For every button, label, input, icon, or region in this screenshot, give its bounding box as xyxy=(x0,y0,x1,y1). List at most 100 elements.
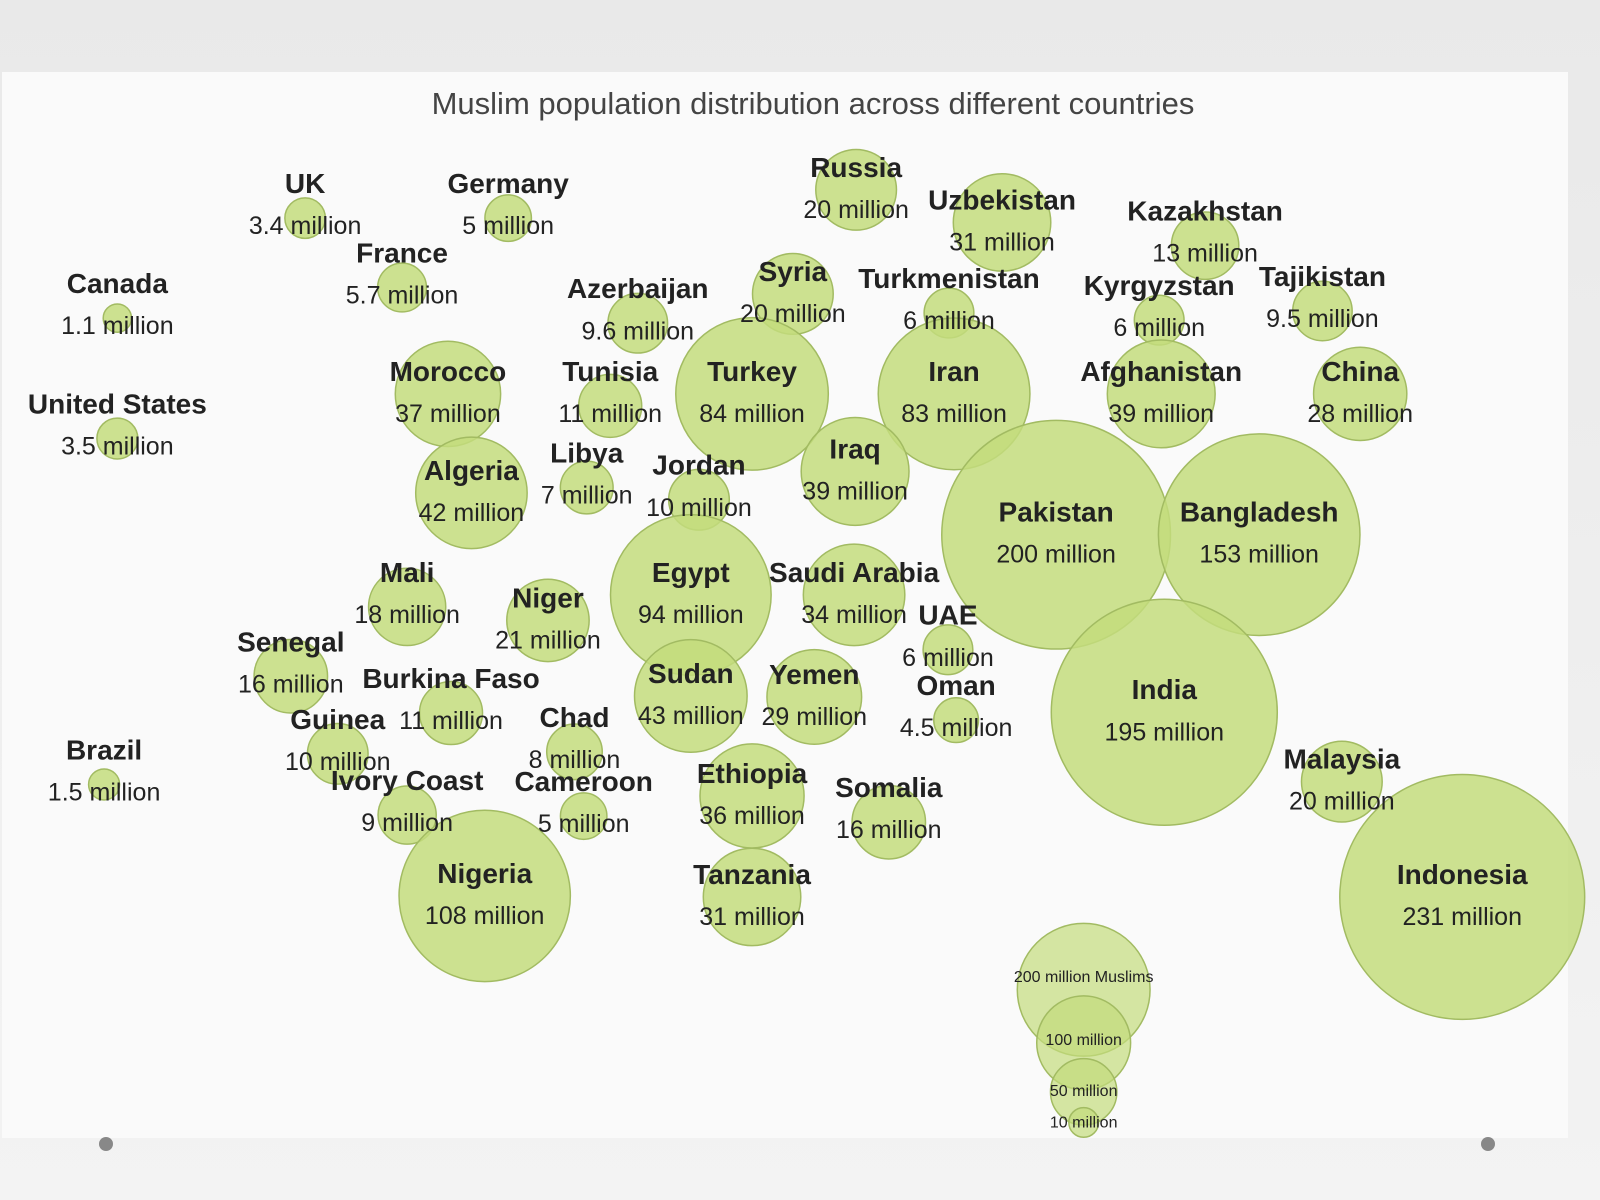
country-name: Sudan xyxy=(648,658,734,689)
bubble xyxy=(545,723,604,781)
value-label: 200 million xyxy=(996,541,1116,569)
value-label: 11 million xyxy=(558,400,662,428)
country-name: Algeria xyxy=(424,455,519,486)
bubble xyxy=(306,722,369,785)
country-name: China xyxy=(1321,356,1399,387)
bubble xyxy=(559,460,614,515)
bubble xyxy=(253,638,329,714)
value-label: 6 million xyxy=(903,307,995,335)
bubble xyxy=(851,784,927,860)
bubble xyxy=(577,373,643,439)
value-label: 43 million xyxy=(638,702,744,730)
value-label: 195 million xyxy=(1105,718,1225,746)
value-label: 5 million xyxy=(462,212,554,240)
country-name: Syria xyxy=(759,256,828,287)
value-label: 31 million xyxy=(699,903,805,931)
country-name: Senegal xyxy=(237,626,344,657)
country-name: Ivory Coast xyxy=(331,765,484,796)
legend-label: 100 million xyxy=(1045,1032,1121,1049)
bubble xyxy=(1106,339,1216,449)
bubble xyxy=(922,624,974,676)
country-name: Saudi Arabia xyxy=(769,557,940,588)
bubble xyxy=(559,792,608,841)
value-label: 39 million xyxy=(802,477,908,505)
country-name: Tanzania xyxy=(693,859,811,890)
country-name: Burkina Faso xyxy=(362,663,539,694)
country-name: India xyxy=(1132,674,1198,705)
legend-bubble xyxy=(1068,1106,1100,1139)
value-label: 4.5 million xyxy=(900,714,1013,742)
bubble xyxy=(367,567,447,647)
country-name: Turkey xyxy=(707,356,797,387)
legend-label: 50 million xyxy=(1050,1083,1118,1100)
value-label: 84 million xyxy=(699,400,805,428)
size-legend: 200 million Muslims 100 million 50 million… xyxy=(1014,922,1153,1139)
value-label: 153 million xyxy=(1199,541,1319,569)
value-label: 29 million xyxy=(761,703,867,731)
value-label: 18 million xyxy=(354,601,460,629)
bubble xyxy=(484,194,533,243)
country-name: Iran xyxy=(928,356,979,387)
country-name: Guinea xyxy=(290,704,385,735)
value-label: 37 million xyxy=(395,400,501,428)
bubble xyxy=(398,809,572,983)
value-label: 7 million xyxy=(541,482,633,510)
bubble xyxy=(1300,740,1383,823)
bubble xyxy=(933,697,980,744)
value-label: 13 million xyxy=(1152,240,1258,268)
value-label: 36 million xyxy=(699,802,805,830)
value-label: 1.5 million xyxy=(48,778,161,806)
labels: UK 3.4 million Germany 5 million Canada 1.1 m… xyxy=(28,152,1528,931)
bubble xyxy=(506,578,590,663)
legend-label: 10 million xyxy=(1050,1115,1118,1132)
country-name: Azerbaijan xyxy=(567,273,709,304)
value-label: 16 million xyxy=(238,670,344,698)
bubble xyxy=(87,768,121,801)
value-label: 20 million xyxy=(1289,788,1395,816)
value-label: 6 million xyxy=(902,644,994,672)
value-label: 20 million xyxy=(740,300,846,328)
slide-dot xyxy=(1481,1137,1495,1151)
bubble xyxy=(702,847,802,947)
bubble xyxy=(633,638,748,753)
value-label: 10 million xyxy=(285,748,391,776)
bubble xyxy=(418,680,484,746)
chart-title: Muslim population distribution across di… xyxy=(432,86,1195,121)
country-name: Yemen xyxy=(769,659,859,690)
bubble xyxy=(1291,280,1353,342)
value-label: 39 million xyxy=(1108,400,1214,428)
country-name: Tunisia xyxy=(562,356,658,387)
bubble xyxy=(1312,346,1408,442)
country-name: Pakistan xyxy=(999,497,1114,528)
bubble xyxy=(284,197,327,240)
country-name: Egypt xyxy=(652,557,730,588)
bubble xyxy=(414,436,528,550)
country-name: Kyrgyzstan xyxy=(1084,270,1235,301)
value-label: 8 million xyxy=(529,746,621,774)
value-label: 21 million xyxy=(495,626,601,654)
value-label: 5 million xyxy=(538,810,630,838)
country-name: Brazil xyxy=(66,734,142,765)
bubble xyxy=(675,316,830,471)
value-label: 6 million xyxy=(1113,314,1205,342)
value-label: 3.5 million xyxy=(61,433,174,461)
country-name: Iraq xyxy=(829,433,880,464)
value-label: 83 million xyxy=(901,400,1007,428)
chart-panel xyxy=(2,72,1568,1138)
value-label: 11 million xyxy=(399,707,503,735)
country-name: Cameroon xyxy=(514,766,652,797)
country-name: United States xyxy=(28,389,207,420)
country-name: Germany xyxy=(447,168,569,199)
bubble xyxy=(1050,598,1279,826)
country-name: Chad xyxy=(539,702,609,733)
bubble xyxy=(800,416,910,527)
country-name: Mali xyxy=(380,557,434,588)
value-label: 108 million xyxy=(425,902,545,930)
country-name: Canada xyxy=(67,268,169,299)
value-label: 3.4 million xyxy=(249,212,362,240)
bubble xyxy=(607,292,669,354)
country-name: Oman xyxy=(916,670,995,701)
value-label: 28 million xyxy=(1307,400,1413,428)
country-name: Malaysia xyxy=(1283,744,1400,775)
